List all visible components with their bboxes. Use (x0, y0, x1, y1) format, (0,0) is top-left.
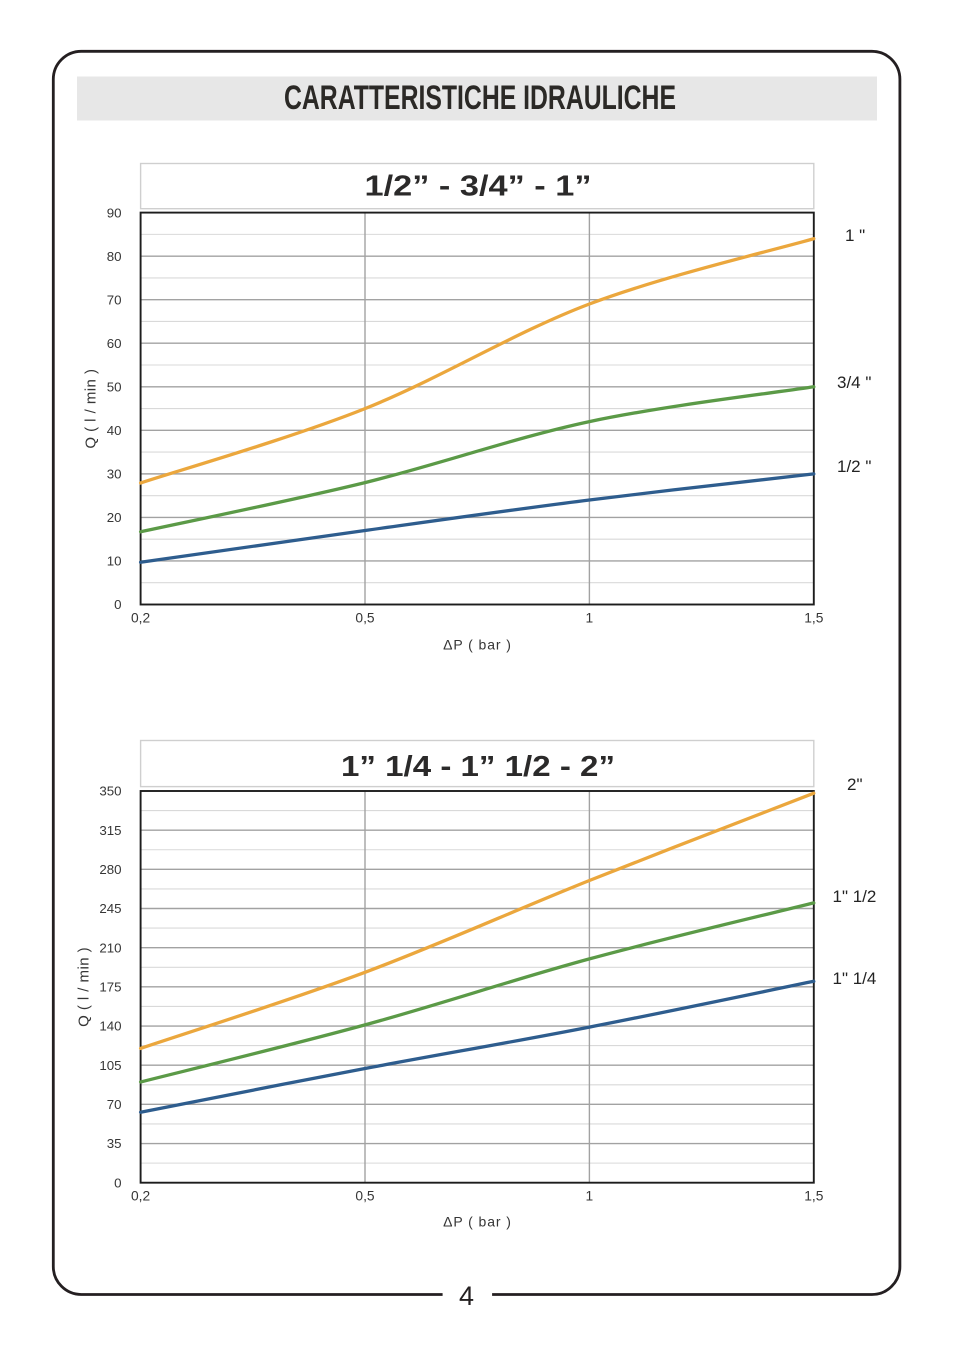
svg-text:70: 70 (107, 1097, 122, 1112)
svg-text:1/2 ": 1/2 " (837, 457, 871, 476)
svg-text:ΔP ( bar ): ΔP ( bar ) (443, 1214, 512, 1230)
svg-text:30: 30 (107, 467, 122, 482)
svg-text:1” 1/4 - 1” 1/2 - 2”: 1” 1/4 - 1” 1/2 - 2” (341, 751, 615, 783)
svg-text:0: 0 (114, 597, 121, 612)
svg-text:35: 35 (107, 1136, 122, 1151)
svg-text:80: 80 (107, 249, 122, 264)
svg-text:3/4 ": 3/4 " (837, 373, 871, 392)
svg-text:0,2: 0,2 (131, 611, 150, 626)
svg-text:245: 245 (99, 901, 121, 916)
svg-text:1: 1 (586, 611, 594, 626)
svg-text:1,5: 1,5 (804, 1189, 824, 1204)
svg-text:105: 105 (99, 1058, 121, 1073)
svg-text:4: 4 (459, 1281, 474, 1311)
svg-text:70: 70 (107, 292, 122, 307)
svg-text:0,5: 0,5 (355, 1189, 375, 1204)
svg-text:0,2: 0,2 (131, 1189, 150, 1204)
svg-text:0: 0 (114, 1175, 121, 1190)
svg-text:1 ": 1 " (845, 226, 865, 245)
svg-text:Q ( l / min ): Q ( l / min ) (76, 947, 93, 1027)
svg-text:1" 1/4: 1" 1/4 (833, 969, 877, 988)
svg-text:280: 280 (99, 862, 121, 877)
svg-text:Q ( l / min ): Q ( l / min ) (83, 369, 100, 449)
svg-text:315: 315 (99, 823, 121, 838)
svg-text:10: 10 (107, 554, 122, 569)
svg-text:350: 350 (99, 784, 121, 799)
svg-text:40: 40 (107, 423, 122, 438)
svg-text:0,5: 0,5 (355, 611, 375, 626)
svg-text:ΔP ( bar ): ΔP ( bar ) (443, 637, 512, 653)
svg-text:CARATTERISTICHE IDRAULICHE: CARATTERISTICHE IDRAULICHE (284, 79, 676, 117)
svg-text:1,5: 1,5 (804, 611, 824, 626)
svg-text:90: 90 (107, 205, 122, 220)
svg-text:20: 20 (107, 510, 122, 525)
svg-text:210: 210 (99, 940, 121, 955)
svg-text:140: 140 (99, 1019, 121, 1034)
svg-text:2": 2" (847, 775, 863, 794)
svg-text:1: 1 (586, 1189, 594, 1204)
svg-text:175: 175 (99, 980, 121, 995)
svg-text:1" 1/2: 1" 1/2 (833, 887, 877, 906)
svg-text:50: 50 (107, 380, 122, 395)
svg-text:1/2” - 3/4” - 1”: 1/2” - 3/4” - 1” (365, 171, 592, 203)
svg-text:60: 60 (107, 336, 122, 351)
